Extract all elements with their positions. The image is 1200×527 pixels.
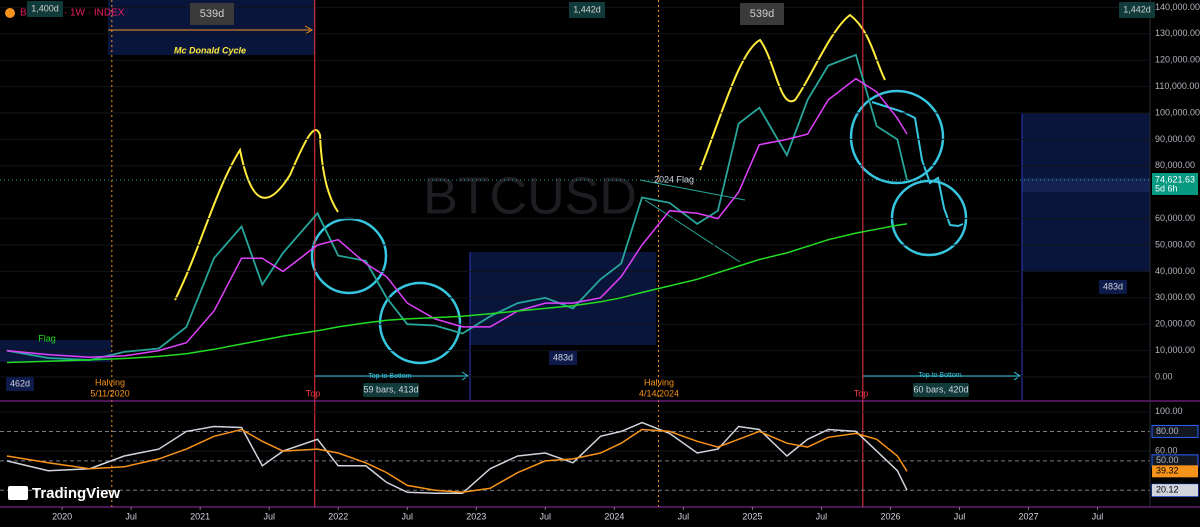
annotation-box [913,383,969,397]
symbol-icon [5,8,15,18]
range-box [1022,113,1150,272]
annotation: 1,442d [573,4,601,14]
annotation: Top [854,388,869,398]
annotation-box [549,351,577,365]
annotation: Halving [95,377,125,387]
level-tag [1151,424,1199,438]
annotation: Halving [644,377,674,387]
countdown: 5d 6h [1155,183,1178,193]
pattern-curve [174,128,339,301]
x-tick-label: Jul [1092,511,1104,521]
last-label: 20.12 [1156,485,1179,495]
y-tick-label: 140,000.00 [1155,2,1200,12]
y-tick-label: 110,000.00 [1155,81,1199,91]
x-tick-label: Jul [263,511,275,521]
annotation: 539d [200,8,224,20]
x-tick-label: 2021 [190,511,210,521]
last-price-tag [1152,173,1198,196]
annotation: 2024 Flag [654,174,694,184]
y-tick-label: 40,000.00 [1155,266,1195,276]
annotation-box [190,3,234,25]
flag-lines [639,179,746,263]
annotation: 1,442d [1123,4,1151,14]
annotation: 60 bars, 420d [913,384,968,394]
circle [849,89,945,185]
annotation: 4/14/2024 [639,388,679,398]
symbol-title: BTCUSD · 1W · INDEX [20,8,125,19]
arrow-head [304,25,314,35]
series-line [6,428,908,494]
y-tick-label: 30,000.00 [1155,292,1195,302]
annotation: Mc Donald Cycle [174,45,246,55]
annotation: Top to Bottom [918,372,961,379]
annotation: Flag [38,333,56,343]
watermark: BTCUSD [423,168,637,226]
x-tick-label: Jul [125,511,137,521]
y-tick-label: 50,000.00 [1155,239,1195,249]
series-line [6,77,908,358]
annotation-box [1119,2,1155,18]
price-axis [1150,0,1200,527]
x-tick-label: 2025 [742,511,762,521]
pattern-curve [699,13,886,171]
annotation: 5/11/2020 [90,388,129,398]
y-tick-label: 10,000.00 [1155,345,1195,355]
annotation: 59 bars, 413d [363,384,418,394]
x-tick-label: Jul [540,511,552,521]
circle [378,281,462,365]
annotation: Top to Bottom [368,373,411,380]
x-tick-label: 2022 [328,511,348,521]
x-tick-label: Jul [954,511,966,521]
y-tick-label: 80,000.00 [1155,160,1195,170]
annotation-box [27,1,63,17]
y-tick-label: 60,000.00 [1155,213,1195,223]
projection [871,101,964,228]
x-tick-label: 2020 [52,511,72,521]
brand-logo [8,486,28,500]
annotation-box [740,3,784,25]
annotation: 462d [10,378,30,388]
y-tick-label: 0.00 [1155,371,1173,381]
annotation-box [569,2,605,18]
y-tick-label: 130,000.00 [1155,28,1200,38]
range-box-inner [1022,178,1150,192]
y-tick-label: 100.00 [1155,406,1183,416]
x-tick-label: 2023 [466,511,486,521]
series-line [6,421,908,494]
last-price-label: 74,621.63 [1155,174,1195,184]
series-line [6,53,908,362]
level-label: 50.00 [1156,455,1179,465]
y-tick-label: 90,000.00 [1155,134,1195,144]
top-bottom-arrows [315,371,1021,381]
last-tag [1152,465,1198,478]
annotation-box [363,383,419,397]
x-tick-label: 2024 [604,511,624,521]
annotation: 483d [553,352,573,362]
annotation-box [6,377,34,391]
x-tick-label: Jul [816,511,828,521]
annotation: 483d [1103,281,1123,291]
series-line [6,223,908,364]
y-tick-label: 20,000.00 [1155,319,1195,329]
brand: TradingView [32,485,120,502]
range-box [470,252,656,345]
annotation: Top [306,388,321,398]
annotation-box [1099,280,1127,294]
last-label: 39.32 [1156,466,1179,476]
last-tag [1152,484,1198,497]
x-tick-label: Jul [678,511,690,521]
annotation: 1,400d [31,3,59,13]
y-tick-label: 100,000.00 [1155,107,1200,117]
x-tick-label: 2026 [880,511,900,521]
level-label: 80.00 [1156,426,1179,436]
x-tick-label: Jul [402,511,414,521]
y-tick-label: 60.00 [1155,445,1178,455]
x-tick-label: 2027 [1018,511,1038,521]
annotation: 539d [750,8,774,20]
y-tick-label: 120,000.00 [1155,55,1200,65]
